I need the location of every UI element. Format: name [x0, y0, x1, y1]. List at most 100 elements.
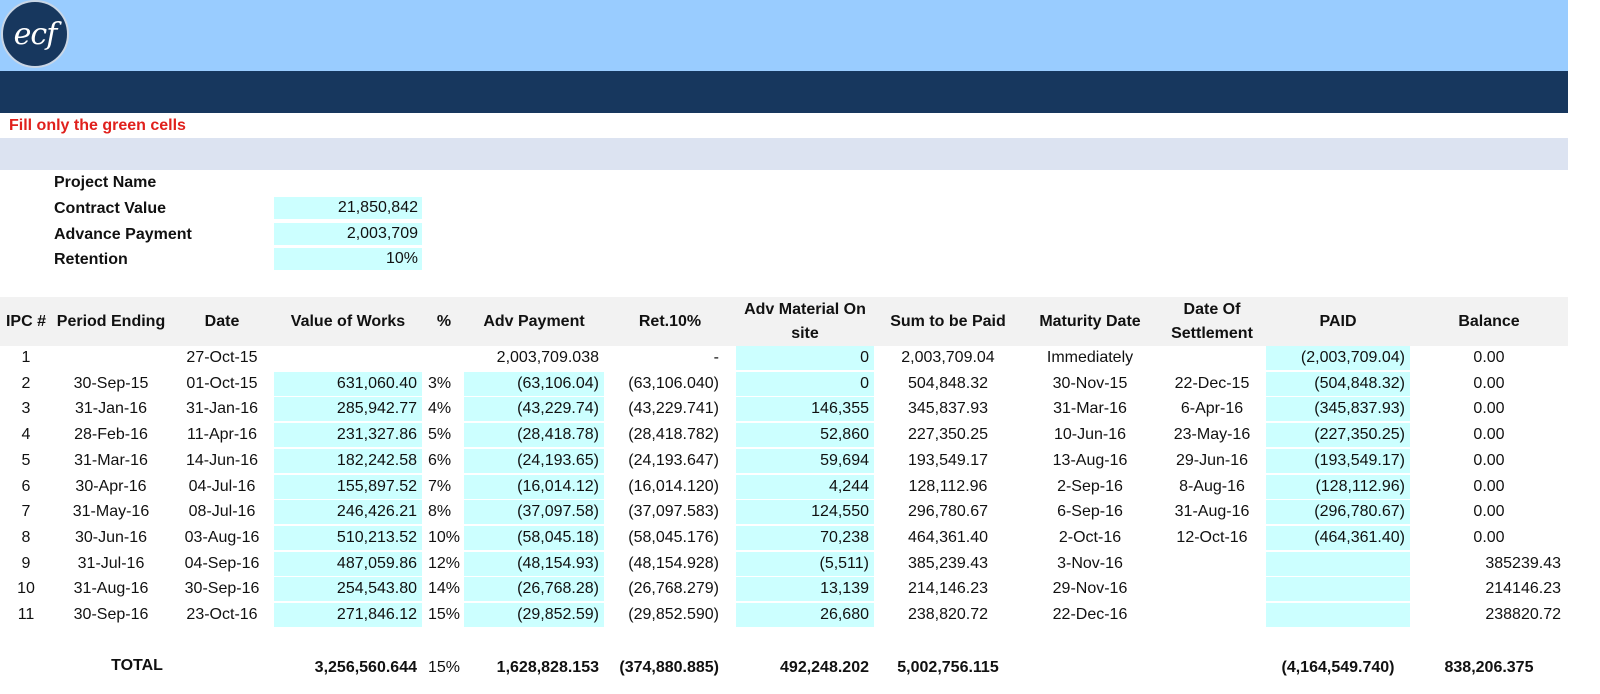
percent-cell: 4% [428, 400, 452, 418]
paid-cell[interactable]: (193,549.17) [1266, 448, 1410, 473]
balance-cell: 238820.72 [1485, 606, 1561, 623]
balance-cell: 0.00 [1473, 426, 1505, 444]
balance-cell: 0.00 [1473, 400, 1505, 418]
maturity-date-cell: 13-Aug-16 [1052, 451, 1128, 469]
percent-cell: 15% [428, 606, 461, 623]
total-balance: 838,206.375 [1444, 659, 1534, 676]
value-of-works-cell[interactable]: 231,327.86 [274, 423, 422, 448]
percent-cell: 7% [428, 477, 452, 495]
col-header-paid: PAID [1319, 312, 1357, 330]
value-of-works-cell[interactable]: 246,426.21 [274, 500, 422, 525]
contract-value-label: Contract Value [54, 200, 167, 217]
total-value-of-works: 3,256,560.644 [314, 659, 417, 676]
paid-cell[interactable]: (345,837.93) [1266, 397, 1410, 422]
value-of-works-cell[interactable]: 155,897.52 [274, 474, 422, 499]
value-of-works-cell[interactable]: 510,213.52 [274, 525, 422, 550]
total-adv-material: 492,248.202 [780, 659, 869, 676]
adv-material-cell[interactable]: 0 [736, 346, 874, 370]
paid-cell[interactable]: (128,112.96) [1266, 474, 1410, 499]
adv-payment-cell[interactable]: (43,229.74) [464, 397, 604, 422]
adv-material-cell[interactable]: 59,694 [736, 448, 874, 473]
adv-payment-cell[interactable]: (26,768.28) [464, 577, 604, 602]
retention-cell: (43,229.741) [628, 400, 719, 418]
adv-payment-cell[interactable]: (16,014.12) [464, 474, 604, 499]
date-cell: 23-Oct-16 [186, 606, 258, 623]
date-cell: 04-Jul-16 [188, 477, 256, 495]
value-of-works-cell[interactable]: 271,846.12 [274, 603, 422, 627]
paid-cell[interactable]: (227,350.25) [1266, 423, 1410, 448]
percent-cell: 10% [428, 528, 461, 546]
total-percent: 15% [427, 659, 461, 676]
maturity-date-cell: 30-Nov-15 [1052, 374, 1128, 392]
adv-payment-cell[interactable]: (48,154.93) [464, 551, 604, 576]
col-header-date: Date [204, 312, 240, 330]
total-adv-payment: 1,628,828.153 [496, 659, 599, 676]
value-of-works-cell[interactable]: 182,242.58 [274, 448, 422, 473]
col-header-period-ending: Period Ending [56, 312, 166, 330]
ipc-cell: 5 [21, 451, 31, 469]
balance-cell: 0.00 [1473, 349, 1505, 366]
contract-value-cell[interactable]: 21,850,842 [274, 197, 422, 219]
ipc-cell: 7 [21, 503, 31, 521]
adv-payment-cell[interactable]: (29,852.59) [464, 603, 604, 627]
settlement-date-cell: 31-Aug-16 [1174, 503, 1250, 521]
col-header-balance: Balance [1458, 312, 1520, 330]
adv-payment-cell[interactable]: (37,097.58) [464, 500, 604, 525]
adv-material-cell[interactable]: 26,680 [736, 603, 874, 627]
period-ending-cell [52, 346, 170, 370]
retention-cell: (58,045.176) [628, 528, 719, 546]
paid-cell[interactable] [1266, 603, 1410, 627]
paid-cell[interactable]: (464,361.40) [1266, 525, 1410, 550]
date-cell: 30-Sep-16 [184, 580, 260, 598]
period-ending-cell: 28-Feb-16 [74, 426, 148, 444]
sum-to-be-paid-cell: 504,848.32 [907, 374, 989, 392]
paid-cell[interactable]: (296,780.67) [1266, 500, 1410, 525]
adv-payment-cell[interactable]: (63,106.04) [464, 371, 604, 396]
retention-cell: (48,154.928) [628, 554, 719, 572]
sum-to-be-paid-cell: 464,361.40 [907, 528, 989, 546]
retention-cell: (29,852.590) [628, 606, 719, 623]
date-cell: 31-Jan-16 [185, 400, 259, 418]
advance-payment-cell[interactable]: 2,003,709 [274, 223, 422, 245]
col-header-maturity-date: Maturity Date [1039, 312, 1141, 330]
adv-material-cell[interactable]: 70,238 [736, 525, 874, 550]
adv-material-cell[interactable]: 146,355 [736, 397, 874, 422]
value-of-works-cell[interactable]: 631,060.40 [274, 371, 422, 396]
paid-cell[interactable] [1266, 577, 1410, 602]
adv-material-cell[interactable]: 0 [736, 371, 874, 396]
sum-to-be-paid-cell: 345,837.93 [907, 400, 989, 418]
col-header-sum-to-be-paid: Sum to be Paid [890, 312, 1006, 330]
paid-cell[interactable]: (2,003,709.04) [1266, 346, 1410, 370]
adv-material-cell[interactable]: 124,550 [736, 500, 874, 525]
settlement-date-cell: 29-Jun-16 [1175, 451, 1249, 469]
paid-cell[interactable] [1266, 551, 1410, 576]
retention-cell[interactable]: 10% [274, 248, 422, 270]
col-header-value-of-works: Value of Works [290, 312, 406, 330]
ipc-cell: 3 [21, 400, 31, 418]
adv-material-cell[interactable]: 13,139 [736, 577, 874, 602]
sum-to-be-paid-cell: 227,350.25 [907, 426, 989, 444]
value-of-works-cell[interactable]: 285,942.77 [274, 397, 422, 422]
adv-material-cell[interactable]: (5,511) [736, 551, 874, 576]
value-of-works-cell[interactable]: 254,543.80 [274, 577, 422, 602]
section-band [0, 138, 1568, 170]
maturity-date-cell: 22-Dec-16 [1052, 606, 1128, 623]
value-of-works-cell [274, 346, 422, 370]
header-band [0, 0, 1568, 72]
retention-cell: (28,418.782) [628, 426, 719, 444]
col-header-adv-payment: Adv Payment [483, 312, 585, 330]
table-header [0, 297, 1568, 346]
adv-material-cell[interactable]: 52,860 [736, 423, 874, 448]
value-of-works-cell[interactable]: 487,059.86 [274, 551, 422, 576]
paid-cell[interactable]: (504,848.32) [1266, 371, 1410, 396]
col-header-percent: % [436, 312, 452, 330]
adv-material-cell[interactable]: 4,244 [736, 474, 874, 499]
date-cell: 04-Sep-16 [184, 554, 260, 572]
percent-cell [424, 346, 464, 370]
sum-to-be-paid-cell: 385,239.43 [907, 554, 989, 572]
adv-payment-cell[interactable]: (58,045.18) [464, 525, 604, 550]
retention-cell: (16,014.120) [628, 477, 719, 495]
adv-payment-cell[interactable]: (24,193.65) [464, 448, 604, 473]
adv-payment-cell[interactable]: (28,418.78) [464, 423, 604, 448]
ipc-cell: 10 [17, 580, 35, 598]
